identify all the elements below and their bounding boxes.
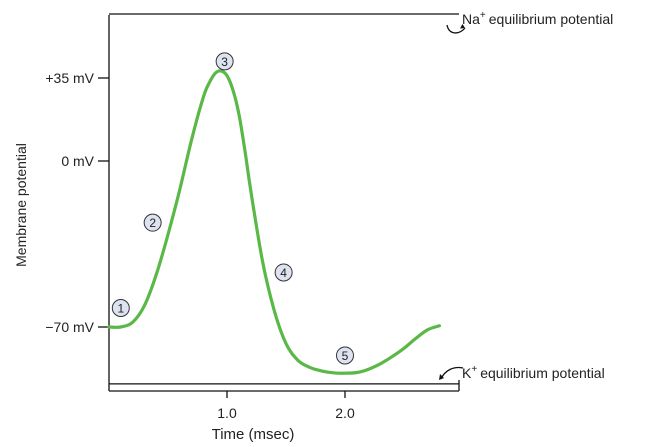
stage-marker-circle: [215, 52, 234, 71]
stage-marker-circle: [143, 213, 162, 232]
stage-marker-circle: [274, 263, 293, 282]
x-axis-label: Time (msec): [212, 426, 295, 443]
stage-marker-label: 1: [117, 302, 124, 316]
stage-marker-circle: [111, 299, 130, 318]
stage-marker-3: 3: [215, 52, 234, 71]
y-tick-label: −70 mV: [45, 319, 94, 335]
arrowhead-icon: [439, 374, 444, 380]
x-tick-label: 2.0: [335, 405, 355, 421]
y-axis-label: Membrane potential: [13, 143, 29, 267]
pointer-arrow-icon: [446, 24, 466, 34]
stage-marker-1: 1: [111, 299, 130, 318]
stage-marker-label: 3: [221, 55, 228, 69]
y-tick-label: 0 mV: [61, 153, 94, 169]
stage-marker-label: 2: [149, 216, 156, 230]
stage-marker-circle: [336, 346, 354, 365]
stage-marker-label: 5: [342, 349, 349, 363]
x-tick-label: 1.0: [217, 405, 237, 421]
reference-line-label: K+ equilibrium potential: [462, 364, 605, 381]
y-tick-label: +35 mV: [45, 70, 94, 86]
stage-marker-4: 4: [274, 263, 293, 282]
membrane-potential-curve: [107, 69, 441, 375]
stage-marker-5: 5: [336, 346, 354, 365]
reference-line-label: Na+ equilibrium potential: [462, 10, 613, 27]
pointer-arrow-icon: [440, 366, 464, 380]
stage-marker-label: 4: [280, 266, 287, 280]
stage-marker-2: 2: [143, 213, 162, 232]
arrowhead-icon: [460, 24, 465, 29]
